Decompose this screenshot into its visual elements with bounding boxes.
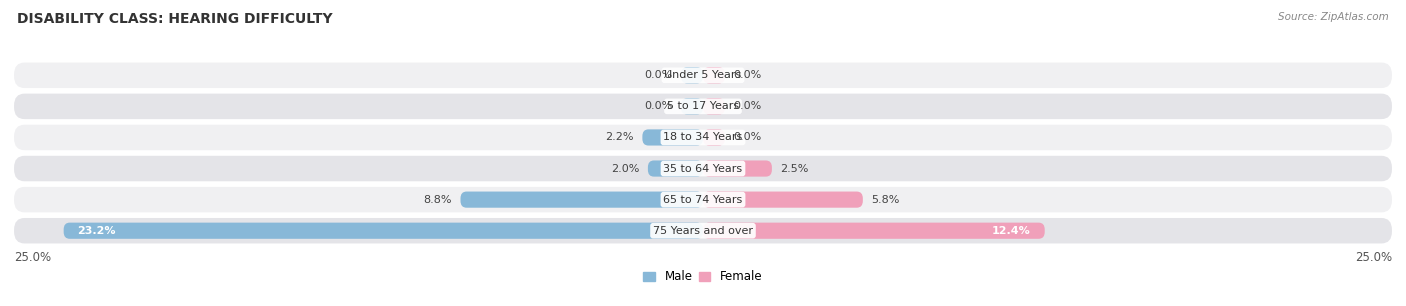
- FancyBboxPatch shape: [14, 218, 1392, 244]
- FancyBboxPatch shape: [703, 129, 725, 146]
- Text: 23.2%: 23.2%: [77, 226, 115, 236]
- FancyBboxPatch shape: [14, 187, 1392, 212]
- Text: 0.0%: 0.0%: [734, 132, 762, 143]
- FancyBboxPatch shape: [703, 67, 725, 83]
- Text: 25.0%: 25.0%: [14, 251, 51, 264]
- Text: Under 5 Years: Under 5 Years: [665, 70, 741, 80]
- Text: 75 Years and over: 75 Years and over: [652, 226, 754, 236]
- FancyBboxPatch shape: [703, 192, 863, 208]
- FancyBboxPatch shape: [703, 98, 725, 114]
- Text: 0.0%: 0.0%: [734, 101, 762, 111]
- FancyBboxPatch shape: [461, 192, 703, 208]
- Text: Source: ZipAtlas.com: Source: ZipAtlas.com: [1278, 12, 1389, 22]
- Text: 2.2%: 2.2%: [606, 132, 634, 143]
- Text: 18 to 34 Years: 18 to 34 Years: [664, 132, 742, 143]
- FancyBboxPatch shape: [681, 67, 703, 83]
- Text: 5.8%: 5.8%: [872, 195, 900, 205]
- FancyBboxPatch shape: [63, 223, 703, 239]
- FancyBboxPatch shape: [703, 160, 772, 177]
- FancyBboxPatch shape: [14, 125, 1392, 150]
- Text: 12.4%: 12.4%: [993, 226, 1031, 236]
- FancyBboxPatch shape: [681, 98, 703, 114]
- FancyBboxPatch shape: [703, 223, 1045, 239]
- Text: 8.8%: 8.8%: [423, 195, 453, 205]
- FancyBboxPatch shape: [648, 160, 703, 177]
- Text: 2.5%: 2.5%: [780, 163, 808, 174]
- Text: 2.0%: 2.0%: [612, 163, 640, 174]
- Text: 65 to 74 Years: 65 to 74 Years: [664, 195, 742, 205]
- FancyBboxPatch shape: [14, 62, 1392, 88]
- FancyBboxPatch shape: [14, 156, 1392, 181]
- FancyBboxPatch shape: [14, 94, 1392, 119]
- Text: 25.0%: 25.0%: [1355, 251, 1392, 264]
- Text: 0.0%: 0.0%: [644, 70, 672, 80]
- Text: 0.0%: 0.0%: [734, 70, 762, 80]
- Text: 35 to 64 Years: 35 to 64 Years: [664, 163, 742, 174]
- FancyBboxPatch shape: [643, 129, 703, 146]
- Text: 5 to 17 Years: 5 to 17 Years: [666, 101, 740, 111]
- Text: 0.0%: 0.0%: [644, 101, 672, 111]
- Text: DISABILITY CLASS: HEARING DIFFICULTY: DISABILITY CLASS: HEARING DIFFICULTY: [17, 12, 332, 26]
- Legend: Male, Female: Male, Female: [638, 266, 768, 288]
